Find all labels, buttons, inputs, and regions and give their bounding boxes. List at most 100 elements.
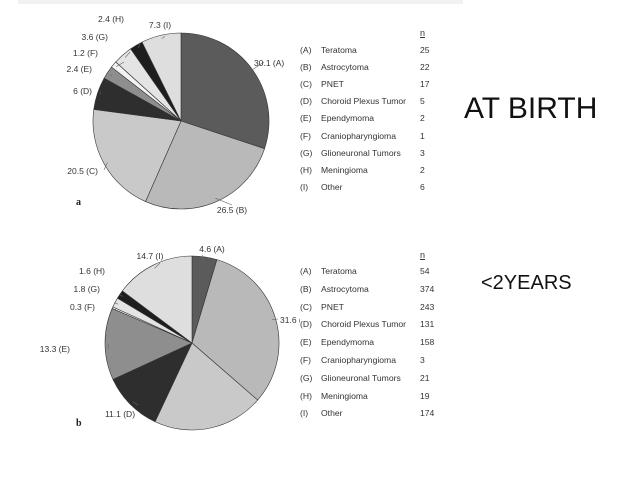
legend-item-ependymoma: (E) Ependymoma 2	[300, 111, 460, 125]
legend-code: (E)	[300, 113, 312, 124]
legend-n-header-a: n	[420, 28, 426, 38]
legend-code: (C)	[300, 301, 312, 312]
legend-n-value: 131	[420, 319, 435, 330]
legend-code: (G)	[300, 372, 313, 383]
legend-item-meningioma: (H) Meningioma 19	[300, 389, 460, 403]
leader-line-craniopharyngioma	[111, 308, 116, 311]
slice-label-meningioma: 2.4 (H)	[98, 14, 124, 24]
legend-n-value: 19	[420, 390, 430, 401]
legend-label: Craniopharyngioma	[321, 355, 396, 365]
legend-item-teratoma: (A) Teratoma 54	[300, 264, 460, 278]
legend-label: PNET	[321, 301, 344, 312]
leader-line-astrocytoma	[215, 197, 233, 206]
legend-item-pnet: (C) PNET 17	[300, 77, 460, 91]
caption-at-birth: AT BIRTH	[464, 92, 598, 125]
slice-label-pnet: 20.5 (C)	[67, 166, 98, 176]
pie-slice-other	[141, 32, 182, 122]
panel-letter-b: b	[76, 418, 82, 429]
slice-label-teratoma: 30.1 (A)	[254, 58, 284, 68]
legend-label: Choroid Plexus Tumor	[321, 96, 407, 107]
legend-n-value: 25	[420, 45, 430, 55]
legend-code: (H)	[300, 164, 312, 175]
slice-label-ependymoma: 13.3 (E)	[40, 344, 70, 354]
legend-n-value: 1	[420, 130, 425, 141]
legend-n-value: 174	[420, 408, 435, 419]
pie-slice-pnet	[92, 109, 182, 202]
top-edge-strip	[18, 0, 463, 4]
slice-label-other: 14.7 (I)	[137, 251, 164, 261]
pie-slice-other	[121, 255, 193, 344]
leader-line-choroid-plexus-tumor	[99, 91, 102, 95]
legend-code: (I)	[300, 181, 309, 192]
legend-item-ependymoma: (E) Ependymoma 158	[300, 335, 460, 349]
legend-under-2-years: (A) Teratoma 54 (B) Astrocytoma 374 (C) PNET 243…	[300, 264, 460, 424]
pie-slice-ependymoma	[104, 308, 193, 380]
legend-label: Teratoma	[321, 45, 357, 55]
leader-line-ependymoma	[107, 343, 109, 350]
legend-n-value: 3	[420, 147, 425, 158]
legend-n-value: 22	[420, 62, 430, 73]
legend-item-craniopharyngioma: (F) Craniopharyngioma 1	[300, 129, 460, 143]
legend-n-value: 6	[420, 181, 425, 192]
legend-code: (B)	[300, 283, 312, 294]
legend-n-header-b: n	[420, 250, 426, 260]
leader-line-astrocytoma	[272, 318, 279, 320]
leader-line-meningioma	[137, 43, 141, 49]
slice-label-glioneuronal-tumors: 1.8 (G)	[74, 284, 101, 294]
legend-n-value: 243	[420, 301, 435, 312]
slice-label-glioneuronal-tumors: 3.6 (G)	[82, 32, 109, 42]
pie-slice-astrocytoma	[191, 259, 280, 401]
slice-label-other: 7.3 (I)	[149, 20, 171, 30]
slice-label-teratoma: 4.6 (A)	[199, 244, 225, 254]
pie-chart-under-2-years: 4.6 (A) 31.6 (B) 11.1 (D) 13.3 (E) 0.3 (F) 1.…	[40, 244, 300, 431]
legend-label: Ependymoma	[321, 113, 375, 124]
pie-slice-astrocytoma	[145, 120, 265, 210]
legend-label: Teratoma	[321, 266, 357, 276]
legend-n-value: 2	[420, 113, 425, 124]
legend-code: (E)	[300, 337, 312, 348]
leader-line-ependymoma	[110, 74, 113, 77]
legend-code: (D)	[300, 96, 312, 107]
pie-slice-pnet	[154, 342, 259, 431]
pie-chart-at-birth: 30.1 (A) 26.5 (B) 20.5 (C) 6 (D) 2.4 (E) 1.2 …	[66, 14, 284, 215]
leader-line-other	[161, 35, 166, 39]
legend-item-choroid-plexus-tumor: (D) Choroid Plexus Tumor 131	[300, 317, 460, 331]
legend-item-astrocytoma: (B) Astrocytoma 374	[300, 282, 460, 296]
slice-label-craniopharyngioma: 1.2 (F)	[73, 48, 98, 58]
leader-line-choroid-plexus-tumor	[132, 401, 139, 406]
legend-item-glioneuronal-tumors: (G) Glioneuronal Tumors 21	[300, 371, 460, 385]
legend-label: Meningioma	[321, 390, 368, 401]
leader-line-glioneuronal-tumors	[113, 302, 119, 305]
legend-n-value: 374	[420, 283, 435, 294]
legend-item-choroid-plexus-tumor: (D) Choroid Plexus Tumor 5	[300, 94, 460, 108]
legend-label: Choroid Plexus Tumor	[321, 319, 407, 330]
legend-code: (F)	[300, 355, 311, 365]
legend-code: (A)	[300, 266, 312, 276]
legend-n-value: 2	[420, 164, 425, 175]
slice-label-choroid-plexus-tumor: 6 (D)	[73, 86, 92, 96]
legend-code: (C)	[300, 79, 312, 90]
slice-label-craniopharyngioma: 0.3 (F)	[70, 302, 95, 312]
legend-n-value: 17	[420, 79, 430, 90]
slice-label-astrocytoma: 31.6 (B)	[280, 315, 300, 325]
legend-label: Astrocytoma	[321, 62, 369, 73]
legend-code: (B)	[300, 62, 312, 73]
legend-item-craniopharyngioma: (F) Craniopharyngioma 3	[300, 353, 460, 367]
legend-item-other: (I) Other 174	[300, 406, 460, 420]
legend-item-meningioma: (H) Meningioma 2	[300, 163, 460, 177]
legend-n-value: 3	[420, 355, 425, 365]
slice-label-choroid-plexus-tumor: 11.1 (D)	[105, 409, 135, 419]
legend-label: Other	[321, 181, 343, 192]
legend-label: Glioneuronal Tumors	[321, 147, 401, 158]
legend-item-astrocytoma: (B) Astrocytoma 22	[300, 60, 460, 74]
leader-line-teratoma	[249, 61, 265, 72]
panel-letter-a: a	[76, 197, 81, 208]
legend-item-glioneuronal-tumors: (G) Glioneuronal Tumors 3	[300, 146, 460, 160]
legend-label: Meningioma	[321, 164, 368, 175]
legend-code: (D)	[300, 319, 312, 330]
leader-line-meningioma	[119, 294, 123, 297]
legend-at-birth: (A) Teratoma 25 (B) Astrocytoma 22 (C) PNET 17 (D…	[300, 43, 460, 203]
legend-item-teratoma: (A) Teratoma 25	[300, 43, 460, 57]
legend-code: (H)	[300, 390, 312, 401]
caption-under-2-years: <2YEARS	[481, 272, 572, 294]
